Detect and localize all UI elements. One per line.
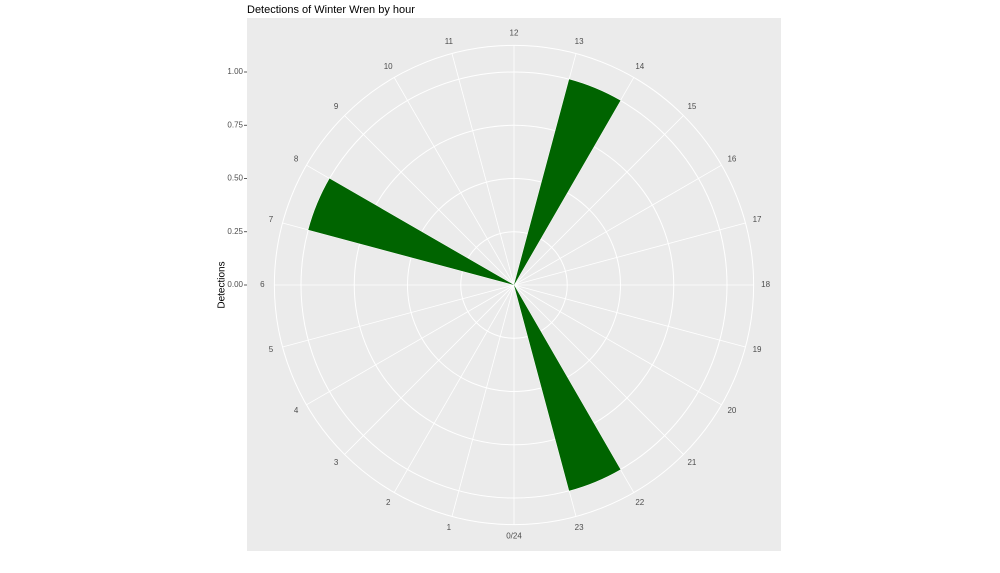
radial-grid-line (513, 284, 746, 348)
circle-grid-line (407, 178, 621, 392)
angle-tick-label: 16 (727, 154, 736, 163)
radial-grid-line (306, 284, 515, 406)
angle-tick-label: 20 (727, 406, 736, 415)
angle-tick-label: 8 (294, 154, 299, 163)
radial-grid-line (451, 53, 515, 286)
angle-tick-label: 17 (753, 215, 762, 224)
angle-tick-label: 11 (445, 37, 454, 46)
radial-grid-line (451, 284, 515, 517)
angle-tick-label: 22 (635, 498, 644, 507)
y-axis-title: Detections (217, 261, 228, 308)
radial-grid-line (344, 115, 515, 286)
bar (514, 79, 621, 285)
angle-tick-label: 15 (687, 102, 696, 111)
y-tick-label: 0.50 (227, 174, 243, 183)
circle-grid-line (460, 231, 568, 339)
angle-tick-label: 9 (334, 102, 339, 111)
angle-tick-label: 2 (386, 498, 391, 507)
chart-title: Detections of Winter Wren by hour (247, 4, 415, 16)
radial-grid-line (282, 284, 515, 348)
angle-tick-label: 5 (269, 345, 274, 354)
angle-tick-label: 21 (687, 458, 696, 467)
radial-grid-line (513, 222, 746, 286)
y-tick-label: 0.25 (227, 227, 243, 236)
angle-tick-label: 13 (575, 37, 584, 46)
angle-tick-label: 3 (334, 458, 339, 467)
angle-tick-label: 10 (384, 62, 393, 71)
angle-tick-label: 23 (575, 523, 584, 532)
radial-grid-line (344, 284, 515, 455)
angle-tick-label: 0/24 (506, 532, 522, 541)
angle-tick-label: 12 (510, 28, 519, 37)
angle-tick-label: 7 (269, 215, 274, 224)
radial-grid-line (393, 77, 515, 286)
circle-grid-line (300, 71, 728, 499)
radial-grid-line (513, 284, 722, 406)
y-tick-label: 1.00 (227, 67, 243, 76)
angle-tick-label: 18 (761, 280, 770, 289)
bar (308, 178, 514, 285)
radial-grid-line (513, 164, 722, 286)
y-tick-label: 0.00 (227, 280, 243, 289)
angle-tick-label: 1 (447, 523, 452, 532)
radial-grid-line (513, 284, 684, 455)
y-tick-label: 0.75 (227, 120, 243, 129)
outer-circle (273, 44, 755, 526)
circle-grid-line (353, 124, 675, 446)
angle-tick-label: 4 (294, 406, 299, 415)
angle-tick-label: 19 (753, 345, 762, 354)
radial-grid-line (513, 115, 684, 286)
bar (514, 285, 621, 491)
radial-grid-line (393, 284, 515, 493)
angle-tick-label: 6 (260, 280, 265, 289)
angle-tick-label: 14 (635, 62, 644, 71)
